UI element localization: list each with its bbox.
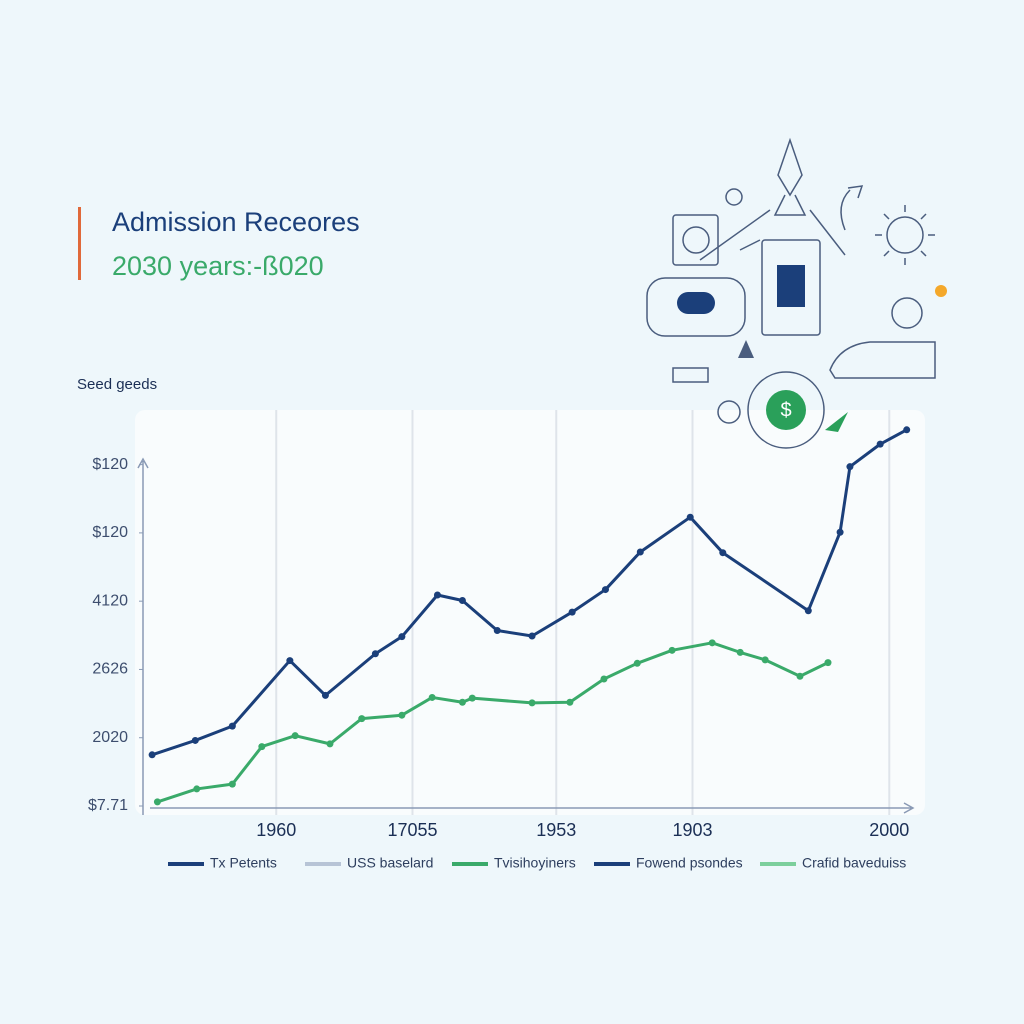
icon-arrow	[840, 185, 864, 231]
legend-label: USS baselard	[347, 855, 433, 871]
legend-label: Fowend psondes	[636, 855, 743, 871]
y-tick-label: $7.71	[88, 797, 128, 814]
data-point	[433, 591, 441, 599]
data-point	[719, 549, 727, 557]
icon-card	[672, 214, 719, 266]
icon-train	[829, 341, 936, 379]
icon-sun-rays	[875, 205, 935, 265]
y-axis-label: Seed geeds	[77, 376, 157, 393]
icon-dot	[935, 285, 947, 297]
data-point	[428, 693, 436, 701]
icon-pill-box	[646, 277, 746, 337]
data-point	[398, 711, 406, 719]
legend-label: Tx Petents	[210, 855, 277, 871]
data-point	[633, 659, 641, 667]
data-point	[708, 639, 716, 647]
data-point	[493, 627, 501, 635]
data-point	[804, 607, 812, 615]
x-tick-label: 2000	[869, 820, 909, 840]
y-tick-label: 2626	[92, 661, 128, 678]
y-tick-label: 2020	[92, 729, 128, 746]
data-point	[668, 646, 676, 654]
y-tick-label: $120	[92, 524, 128, 541]
x-axis	[150, 802, 915, 814]
icon-doc-block	[777, 265, 805, 307]
icon-green-arrow	[825, 412, 848, 432]
data-point	[291, 732, 299, 740]
data-point	[148, 751, 156, 759]
legend-label: Tvisihoyiners	[494, 855, 576, 871]
data-point	[286, 657, 294, 665]
data-point	[836, 528, 844, 536]
data-point	[468, 694, 476, 702]
icon-small	[725, 188, 743, 206]
data-point	[321, 691, 329, 699]
icon-coin-text: $	[780, 399, 791, 421]
x-tick-label: 1953	[536, 820, 576, 840]
data-point	[600, 675, 608, 683]
data-point	[228, 722, 236, 730]
data-point	[371, 650, 379, 658]
data-point	[903, 426, 911, 434]
data-point	[191, 736, 199, 744]
icon-bar	[672, 367, 709, 383]
icon-coin	[766, 390, 806, 430]
data-point	[846, 463, 854, 471]
data-point	[228, 780, 236, 788]
chart-title: Admission Receores	[112, 207, 360, 237]
icon-sun	[886, 216, 924, 254]
icon-tent	[738, 340, 754, 358]
title-accent	[78, 207, 81, 280]
data-point	[601, 586, 609, 594]
x-tick-label: 1903	[672, 820, 712, 840]
data-point	[153, 798, 161, 806]
icon-pen	[773, 137, 807, 216]
data-point	[358, 715, 366, 723]
data-point	[736, 648, 744, 656]
data-point	[686, 513, 694, 521]
data-point	[761, 656, 769, 664]
legend-label: Crafid baveduiss	[802, 855, 906, 871]
chart-subtitle: 2030 years:-ß020	[112, 251, 324, 281]
icon-links	[699, 209, 846, 261]
data-point	[796, 672, 804, 680]
data-point	[528, 632, 536, 640]
data-point	[876, 440, 884, 448]
data-point	[566, 698, 574, 706]
icon-ring	[747, 371, 825, 449]
infographic: $	[646, 137, 947, 449]
data-point	[528, 699, 536, 707]
icon-compass	[717, 400, 741, 424]
icon-document	[761, 239, 821, 336]
plot-area	[135, 410, 925, 815]
data-point	[326, 740, 334, 748]
data-point	[258, 743, 266, 751]
data-point	[398, 633, 406, 641]
data-point	[193, 785, 201, 793]
y-axis	[137, 457, 149, 815]
data-point	[458, 698, 466, 706]
icon-pill	[677, 292, 715, 314]
y-tick-label: 4120	[92, 592, 128, 609]
data-point	[458, 596, 466, 604]
icon-dial	[682, 226, 710, 254]
data-point	[636, 548, 644, 556]
y-tick-label: $120	[92, 456, 128, 473]
icon-gear	[891, 297, 923, 329]
data-point	[568, 608, 576, 616]
x-tick-label: 1960	[256, 820, 296, 840]
data-point	[824, 659, 832, 667]
x-tick-label: 17055	[387, 820, 437, 840]
